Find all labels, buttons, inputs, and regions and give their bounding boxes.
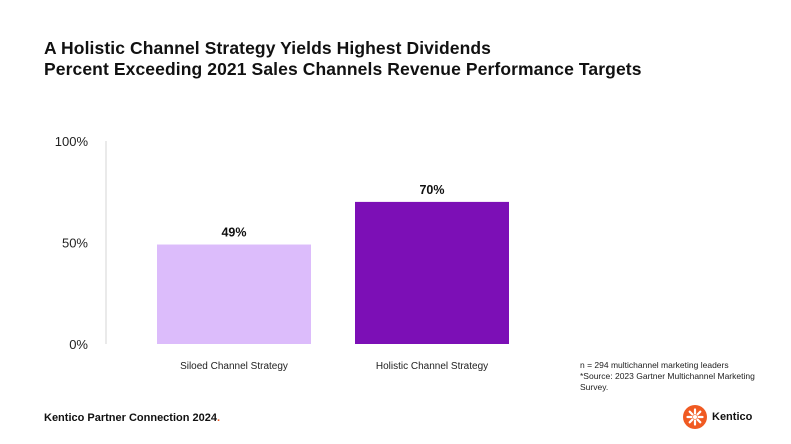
- y-tick-label: 0%: [69, 337, 88, 352]
- footer-text: Kentico Partner Connection 2024.: [44, 412, 220, 424]
- bar: [157, 244, 311, 344]
- source-note: *Source: 2023 Gartner Multichannel Marke…: [580, 371, 755, 392]
- kentico-logo-text: Kentico: [712, 411, 753, 423]
- sample-size-note: n = 294 multichannel marketing leaders: [580, 360, 729, 370]
- chart-title: A Holistic Channel Strategy Yields Highe…: [44, 38, 642, 80]
- footer-label: Kentico Partner Connection 2024: [44, 412, 217, 424]
- kentico-logo-icon: [683, 405, 707, 429]
- bar: [355, 201, 509, 344]
- y-tick-label: 50%: [62, 236, 88, 251]
- data-label: 70%: [419, 183, 444, 197]
- category-label: Siloed Channel Strategy: [180, 361, 288, 372]
- title-line-1: A Holistic Channel Strategy Yields Highe…: [44, 38, 492, 58]
- data-label: 49%: [221, 226, 246, 240]
- kentico-logo: Kentico: [683, 405, 752, 429]
- y-tick-label: 100%: [55, 134, 89, 149]
- category-label: Holistic Channel Strategy: [376, 361, 488, 372]
- footer-accent-dot: .: [217, 412, 221, 424]
- title-line-2: Percent Exceeding 2021 Sales Channels Re…: [44, 59, 642, 79]
- chart-notes: n = 294 multichannel marketing leaders *…: [580, 360, 780, 393]
